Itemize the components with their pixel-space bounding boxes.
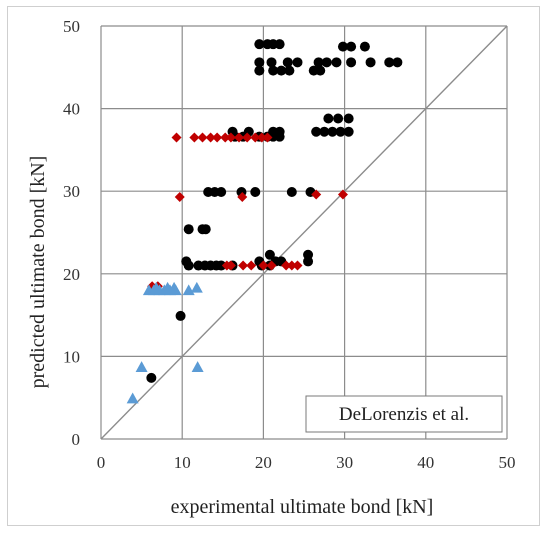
- data-point-diamond: [246, 260, 257, 271]
- data-point-circle: [254, 57, 265, 68]
- data-point-circle: [303, 256, 314, 267]
- data-point-circle: [216, 260, 227, 271]
- data-point-circle: [200, 224, 211, 235]
- data-point-triangle: [126, 392, 139, 404]
- data-point-circle: [323, 113, 334, 124]
- data-point-diamond: [258, 260, 269, 271]
- data-point-diamond: [237, 191, 248, 202]
- y-tick-label: 30: [63, 182, 80, 201]
- data-point-circle: [254, 39, 265, 50]
- x-tick-label: 10: [174, 453, 191, 472]
- data-point-triangle: [191, 361, 204, 372]
- x-tick-label: 50: [499, 453, 516, 472]
- data-point-diamond: [171, 132, 182, 143]
- y-tick-label: 40: [63, 100, 80, 119]
- y-tick-label: 10: [63, 347, 80, 366]
- data-point-diamond: [205, 132, 216, 143]
- data-point-diamond: [197, 132, 208, 143]
- data-point-circle: [146, 372, 157, 383]
- y-tick-label: 20: [63, 265, 80, 284]
- y-tick-label: 0: [72, 430, 81, 449]
- data-point-circle: [276, 65, 287, 76]
- data-point-diamond: [225, 260, 236, 271]
- y-tick-label: 50: [63, 17, 80, 36]
- data-point-diamond: [238, 260, 249, 271]
- data-point-diamond: [337, 189, 348, 200]
- data-point-diamond: [292, 260, 303, 271]
- data-point-circle: [315, 65, 326, 76]
- data-marks: [126, 39, 403, 404]
- data-point-circle: [286, 187, 297, 198]
- data-point-circle: [333, 113, 344, 124]
- data-point-diamond: [262, 132, 273, 143]
- data-point-circle: [292, 57, 303, 68]
- data-point-circle: [311, 126, 322, 137]
- x-tick-label: 0: [97, 453, 106, 472]
- data-point-diamond: [286, 260, 297, 271]
- data-point-diamond: [189, 132, 200, 143]
- data-point-circle: [274, 39, 285, 50]
- series-triangle-points: [126, 281, 204, 404]
- data-point-circle: [346, 41, 357, 52]
- x-axis-title: experimental ultimate bond [kN]: [171, 496, 434, 518]
- data-point-triangle: [168, 281, 181, 293]
- data-point-circle: [266, 57, 277, 68]
- data-point-circle: [183, 224, 194, 235]
- data-point-triangle: [135, 361, 148, 372]
- data-point-circle: [284, 65, 295, 76]
- data-point-circle: [268, 65, 279, 76]
- data-point-circle: [392, 57, 403, 68]
- data-point-circle: [346, 57, 357, 68]
- data-point-triangle: [190, 281, 203, 293]
- data-point-diamond: [266, 260, 277, 271]
- data-point-circle: [274, 131, 285, 142]
- data-point-circle: [365, 57, 376, 68]
- data-point-diamond: [281, 260, 292, 271]
- data-point-circle: [216, 187, 227, 198]
- data-point-circle: [250, 187, 261, 198]
- x-tick-label: 30: [336, 453, 353, 472]
- data-point-triangle: [150, 281, 163, 293]
- data-point-circle: [331, 57, 342, 68]
- data-point-diamond: [250, 132, 261, 143]
- data-point-circle: [359, 41, 370, 52]
- tick-labels: 0 10 20 30 40 50 0 10 20 30 40 50: [63, 17, 516, 472]
- annotation-label: DeLorenzis et al.: [339, 404, 469, 425]
- data-point-circle: [183, 260, 194, 271]
- data-point-circle: [327, 126, 338, 137]
- x-tick-label: 20: [255, 453, 272, 472]
- reference-line: [100, 25, 508, 440]
- data-point-circle: [321, 57, 332, 68]
- data-point-diamond: [212, 132, 223, 143]
- data-point-circle: [384, 57, 395, 68]
- data-point-diamond: [220, 132, 231, 143]
- data-point-diamond: [225, 132, 236, 143]
- data-point-circle: [282, 57, 293, 68]
- data-point-diamond: [174, 191, 185, 202]
- x-tick-label: 40: [417, 453, 434, 472]
- data-point-circle: [319, 126, 330, 137]
- data-point-diamond: [234, 132, 245, 143]
- data-point-circle: [175, 310, 186, 321]
- data-point-diamond: [242, 132, 253, 143]
- data-point-circle: [264, 249, 275, 260]
- data-point-diamond: [256, 132, 267, 143]
- data-point-circle: [335, 126, 346, 137]
- data-point-circle: [343, 113, 354, 124]
- data-point-circle: [313, 57, 324, 68]
- legend-box: DeLorenzis et al.: [305, 395, 503, 433]
- data-point-circle: [337, 41, 348, 52]
- series-diamond-points: [147, 132, 348, 292]
- data-point-circle: [343, 126, 354, 137]
- series-circle-points: [146, 39, 403, 383]
- y-axis-title: predicted ultimate bond [kN]: [27, 156, 49, 389]
- data-point-diamond: [311, 189, 322, 200]
- grid: [100, 25, 508, 440]
- data-point-circle: [254, 65, 265, 76]
